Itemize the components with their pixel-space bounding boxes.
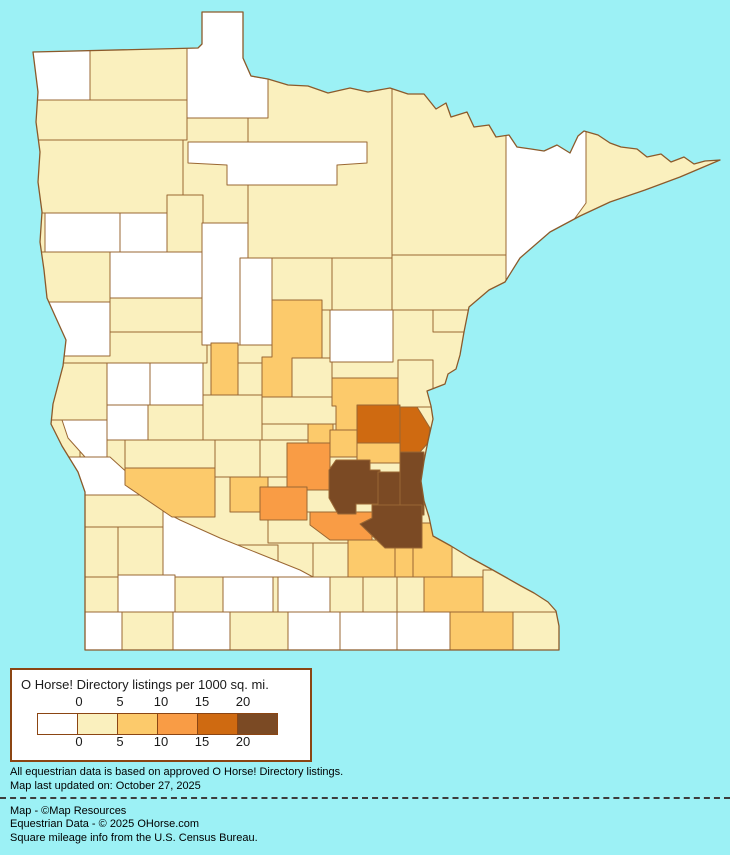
county-region [239,257,273,346]
footnote-data-source: All equestrian data is based on approved… [10,766,344,778]
legend-swatch [157,713,198,735]
minnesota-choropleth-map [32,11,721,651]
county-region [44,212,121,253]
county-region [172,611,231,650]
county-region [106,404,149,441]
legend-swatch [77,713,118,735]
legend-ticks-bottom: 0 5 10 15 20 [12,734,310,750]
county-region [391,254,509,311]
county-region [277,576,331,613]
county-region [309,511,373,541]
county-region [121,611,174,650]
county-region [33,139,184,214]
county-region [261,299,323,398]
county-region [396,576,425,613]
footnote-last-updated: Map last updated on: October 27, 2025 [10,780,201,792]
county-region [84,611,123,650]
county-region [287,611,341,650]
county-region [214,439,261,478]
county-region [259,486,308,521]
county-region [229,611,289,650]
county-region [119,212,168,253]
legend-tick-label: 15 [194,694,210,709]
county-layer [33,12,587,650]
county-region [162,510,314,578]
county-region [84,576,119,613]
county-region [109,251,204,299]
county-region [237,362,263,396]
county-region [187,141,368,186]
legend-tick-label: 10 [153,694,169,709]
legend-title: O Horse! Directory listings per 1000 sq.… [21,677,269,692]
county-region [512,611,561,650]
county-region [391,81,509,256]
legend-tick-label: 20 [235,694,251,709]
county-region [166,194,204,253]
county-region [329,429,361,458]
county-region [359,504,423,549]
county-region [106,362,151,406]
county-region [377,471,401,506]
county-region [312,542,351,578]
county-region [43,301,111,357]
county-region [362,576,398,613]
legend: O Horse! Directory listings per 1000 sq.… [10,668,312,762]
county-region [399,451,425,516]
county-region [124,467,216,518]
legend-tick-label: 5 [116,734,124,749]
dashed-divider-line [0,797,730,799]
legend-tick-label: 15 [194,734,210,749]
county-region [423,576,484,613]
county-region [329,309,394,363]
county-region [33,99,188,141]
footnote-census: Square mileage info from the U.S. Census… [10,832,258,844]
legend-swatch [237,713,278,735]
county-region [328,459,381,515]
county-region [397,359,434,408]
county-region [124,439,216,469]
county-region [210,342,239,396]
footnote-equestrian-copyright: Equestrian Data - © 2025 OHorse.com [10,818,200,830]
county-region [356,404,401,444]
county-region [117,526,164,578]
legend-color-scale [37,713,278,735]
county-region [482,569,561,613]
legend-swatch [117,713,158,735]
county-region [117,574,176,613]
county-region [339,611,398,650]
county-region [505,54,587,288]
county-region [147,404,204,441]
footnote-map-copyright: Map - ©Map Resources [10,805,127,817]
county-region [84,526,119,578]
legend-swatch [37,713,78,735]
county-region [286,442,331,491]
county-region [149,362,204,406]
state-border-outline [32,11,721,651]
county-region [202,394,263,441]
county-region [449,611,514,650]
county-region [329,576,364,613]
county-region [109,297,208,333]
legend-tick-label: 20 [235,734,251,749]
legend-tick-label: 5 [116,694,124,709]
county-region [43,362,108,421]
county-region [186,12,269,119]
legend-swatch [197,713,238,735]
legend-tick-label: 0 [75,734,83,749]
county-region [174,576,224,613]
county-region [261,396,337,425]
legend-tick-label: 10 [153,734,169,749]
county-region [396,611,451,650]
legend-tick-label: 0 [75,694,83,709]
county-region [222,576,274,613]
legend-ticks-top: 0 5 10 15 20 [12,694,310,710]
